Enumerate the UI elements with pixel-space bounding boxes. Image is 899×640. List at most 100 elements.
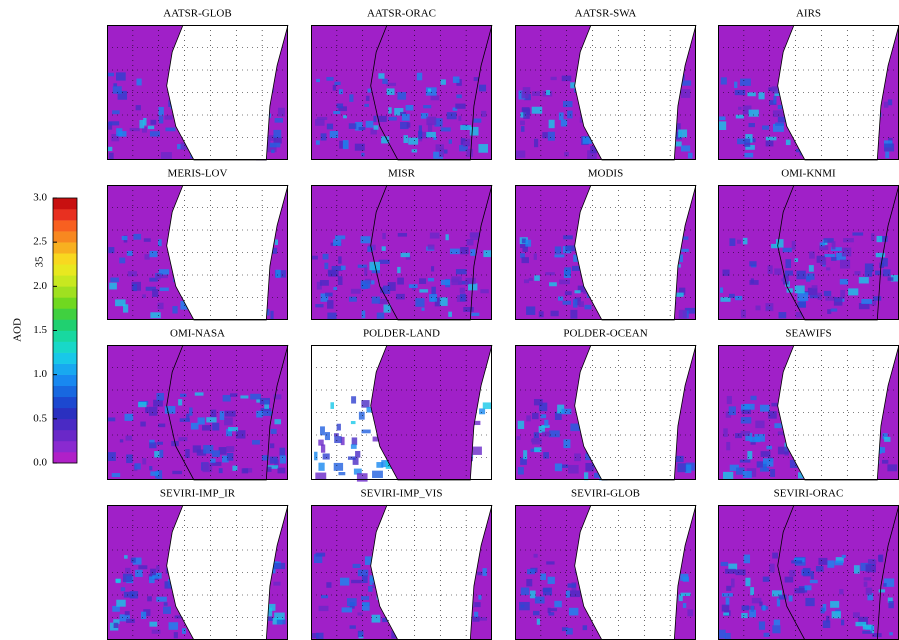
aod-speckle — [156, 470, 163, 479]
aod-speckle — [228, 427, 239, 432]
aod-speckle — [852, 232, 864, 236]
aod-speckle — [772, 590, 783, 597]
aod-speckle — [435, 144, 444, 152]
aod-speckle — [369, 261, 381, 271]
aod-speckle — [315, 552, 326, 557]
aod-speckle — [172, 470, 183, 475]
aod-speckle — [113, 83, 118, 87]
aod-speckle — [769, 563, 775, 573]
aod-speckle — [750, 439, 756, 445]
aod-speckle — [542, 588, 551, 593]
aod-speckle — [723, 471, 734, 480]
aod-speckle — [882, 459, 889, 464]
map-frame — [311, 185, 492, 320]
aod-speckle — [561, 75, 572, 82]
aod-speckle — [119, 439, 124, 443]
aod-speckle — [108, 247, 115, 254]
aod-speckle — [438, 148, 444, 157]
aod-speckle — [766, 445, 773, 450]
aod-speckle — [276, 619, 286, 625]
aod-speckle — [883, 101, 889, 108]
aod-speckle — [542, 132, 548, 139]
aod-speckle — [366, 406, 375, 413]
aod-speckle — [839, 259, 851, 269]
map-panel — [718, 344, 899, 481]
aod-speckle — [771, 243, 780, 249]
aod-speckle — [880, 258, 888, 267]
aod-speckle — [561, 627, 569, 632]
aod-speckle — [270, 428, 277, 434]
aod-speckle — [226, 446, 235, 453]
aod-speckle — [273, 129, 282, 138]
aod-speckle — [361, 310, 366, 319]
aod-speckle — [750, 587, 755, 596]
aod-speckle — [548, 430, 560, 438]
aod-speckle — [434, 297, 441, 307]
map-frame — [107, 185, 288, 320]
aod-speckle — [802, 567, 811, 577]
aod-speckle — [334, 436, 342, 444]
aod-speckle — [794, 588, 805, 594]
aod-speckle — [318, 605, 329, 612]
map-panel — [515, 24, 697, 161]
aod-speckle — [152, 572, 162, 579]
aod-speckle — [741, 409, 751, 415]
aod-speckle — [178, 399, 183, 406]
aod-speckle — [807, 287, 818, 296]
aod-speckle — [854, 271, 861, 276]
colorbar-segment — [53, 319, 77, 331]
aod-speckle — [806, 273, 815, 280]
aod-speckle — [226, 452, 234, 461]
aod-speckle — [185, 449, 190, 458]
aod-speckle — [386, 82, 397, 86]
aod-speckle — [405, 104, 414, 111]
aod-speckle — [433, 151, 443, 159]
aod-speckle — [823, 290, 832, 297]
aod-speckle — [768, 411, 777, 419]
aod-speckle — [811, 285, 818, 289]
aod-speckle — [831, 611, 841, 619]
colorbar-segment — [53, 264, 77, 276]
aod-speckle — [113, 622, 119, 629]
aod-speckle — [749, 436, 761, 443]
aod-speckle — [397, 232, 408, 237]
aod-speckle — [430, 297, 435, 302]
aod-speckle — [443, 149, 448, 154]
aod-speckle — [331, 265, 343, 271]
aod-speckle — [333, 462, 344, 471]
aod-speckle — [531, 412, 539, 420]
colorbar-extra-label: 35 — [34, 256, 46, 268]
aod-speckle — [726, 441, 731, 451]
aod-speckle — [256, 399, 261, 403]
aod-speckle — [533, 432, 539, 439]
panel-title: AATSR-GLOB — [163, 8, 231, 20]
aod-speckle — [378, 73, 385, 79]
aod-speckle — [747, 451, 753, 460]
aod-speckle — [677, 264, 681, 268]
aod-speckle — [480, 289, 489, 294]
aod-speckle — [126, 618, 135, 623]
aod-speckle — [315, 140, 320, 145]
panel-title: AATSR-ORAC — [367, 8, 436, 20]
aod-speckle — [440, 279, 451, 285]
aod-speckle — [132, 557, 142, 565]
aod-speckle — [561, 408, 572, 415]
aod-speckle — [744, 152, 754, 158]
aod-speckle — [734, 81, 738, 89]
aod-speckle — [152, 289, 159, 298]
aod-speckle — [417, 130, 423, 140]
aod-speckle — [456, 94, 462, 99]
aod-speckle — [147, 125, 155, 130]
aod-speckle — [451, 278, 459, 283]
aod-speckle — [165, 127, 176, 132]
aod-speckle — [587, 150, 597, 160]
colorbar-segment — [53, 374, 77, 387]
map-frame — [515, 185, 696, 320]
aod-speckle — [357, 264, 367, 268]
aod-speckle — [863, 577, 872, 581]
aod-speckle — [172, 306, 178, 314]
aod-speckle — [149, 277, 158, 282]
aod-speckle — [890, 275, 899, 282]
aod-speckle — [210, 458, 216, 463]
